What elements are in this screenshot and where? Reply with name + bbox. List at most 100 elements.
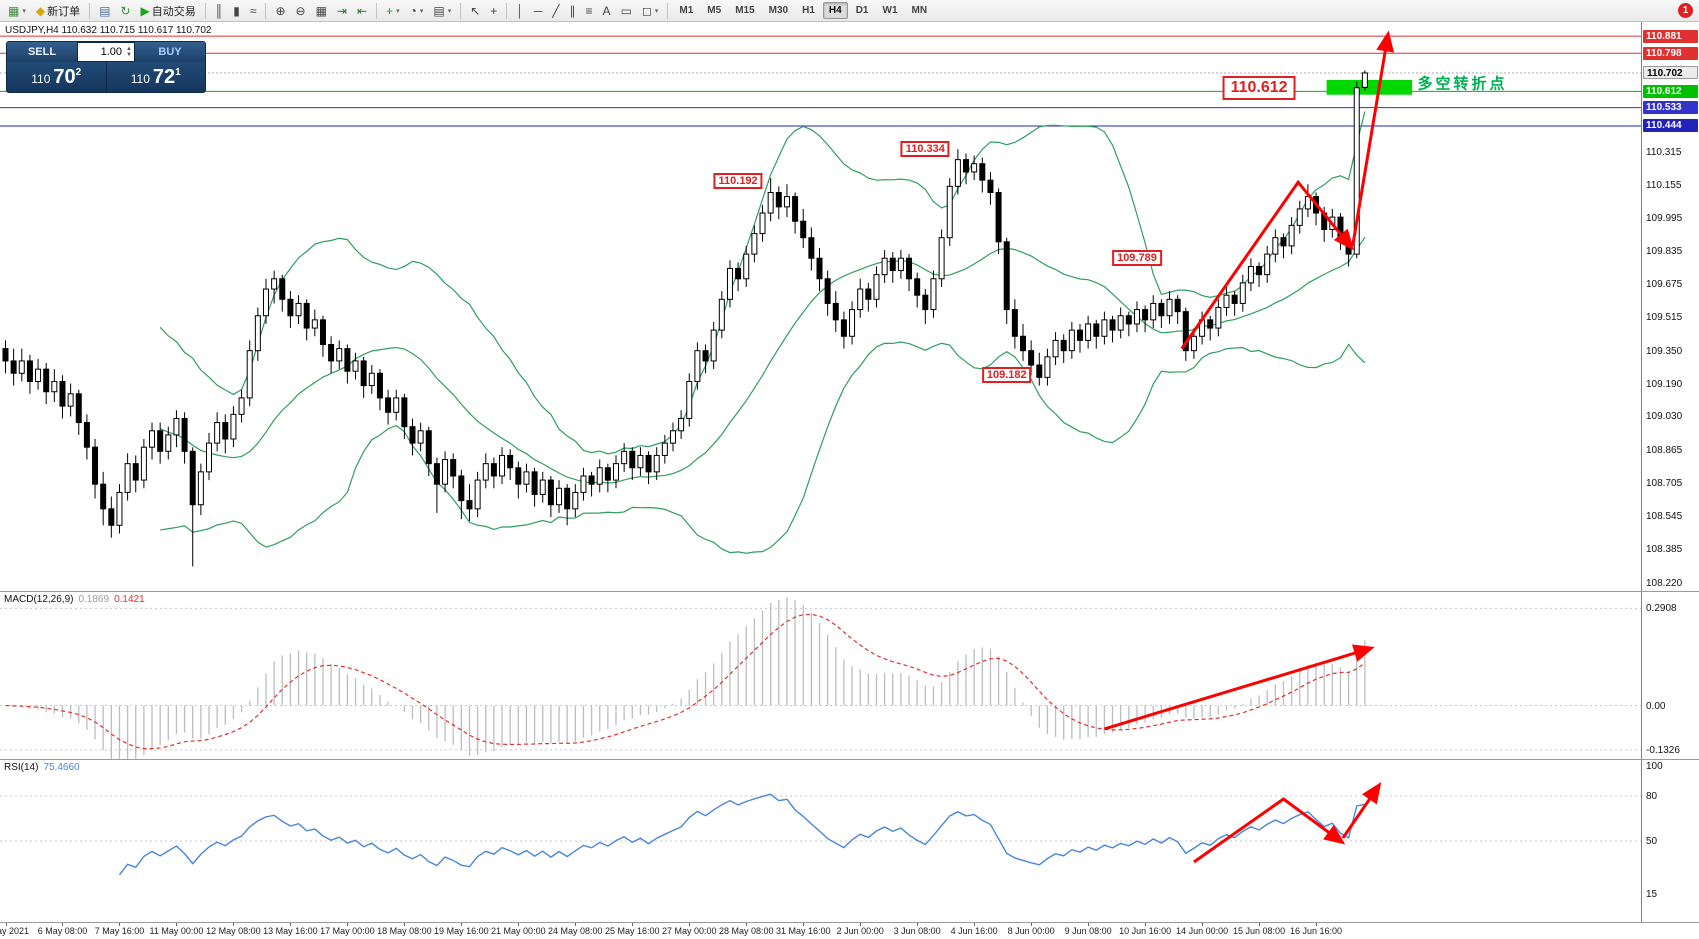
- new-order-button[interactable]: ◆ 新订单: [32, 1, 84, 20]
- time-label: 6 May 08:00: [37, 926, 88, 936]
- toolbar-separator: [667, 2, 669, 19]
- price-annotation[interactable]: 109.182: [981, 367, 1032, 384]
- horizontal-line-button[interactable]: ─: [530, 1, 547, 20]
- timeframe-mn[interactable]: MN: [911, 5, 928, 16]
- market-watch-button[interactable]: ▤: [95, 1, 114, 20]
- cursor-button[interactable]: ↖: [466, 1, 484, 20]
- arrows-button[interactable]: ◻ ▾: [638, 1, 662, 20]
- bar-chart-button[interactable]: ║: [211, 1, 228, 20]
- chevron-down-icon: ▾: [396, 7, 400, 15]
- text-label-button[interactable]: ▭: [617, 1, 636, 20]
- time-label: 21 May 00:00: [491, 926, 546, 936]
- new-order-icon: ◆: [35, 3, 46, 18]
- sell-button[interactable]: SELL: [7, 42, 77, 62]
- trendline-button[interactable]: ╱: [548, 1, 563, 20]
- time-tick: [689, 923, 691, 926]
- time-label: 27 May 00:00: [661, 926, 717, 936]
- arrows-icon: ◻: [641, 3, 652, 18]
- chevron-down-icon: ▾: [447, 7, 452, 15]
- volume-input[interactable]: [86, 46, 125, 58]
- chart-shift-icon: ⇤: [356, 3, 368, 18]
- text-label-icon: ▭: [620, 3, 632, 18]
- timeframe-h4[interactable]: H4: [822, 2, 848, 19]
- buy-button[interactable]: BUY: [135, 42, 205, 62]
- new-chart-button[interactable]: ▦ ▾: [4, 1, 30, 20]
- time-tick: [860, 923, 862, 926]
- toolbar-buttons: ▦ ▾ ◆ 新订单 ▤ ↻ ▶ 自动交易 ║ ▮ ≈ ⊕ ⊖ ▦ ⇥ ⇤ + ▾ ◔ ▾ ▤ ▾ ↖ + │ ─ ╱ ∥ ≡ A ▭ ◻ ▾: [3, 1, 663, 20]
- price-annotation[interactable]: 110.612: [1222, 75, 1296, 100]
- zoom-in-button[interactable]: ⊕: [271, 1, 289, 20]
- macd-panel[interactable]: MACD(12,26,9) 0.1869 0.1421 0.2908 0.00 -0.1…: [0, 592, 1699, 760]
- chart-shift-button[interactable]: ⇤: [353, 1, 371, 20]
- price-chart-canvas[interactable]: [0, 22, 1641, 591]
- axis-tick: 110.155: [1646, 180, 1682, 192]
- equidistant-channel-icon: ∥: [569, 3, 576, 18]
- timeframe-m5[interactable]: M5: [707, 5, 722, 16]
- volume-up-icon[interactable]: ▲: [126, 46, 132, 52]
- zoom-out-button[interactable]: ⊖: [292, 1, 310, 20]
- price-annotation[interactable]: 110.192: [713, 173, 763, 190]
- fibonacci-button[interactable]: ≡: [582, 1, 597, 20]
- price-axis[interactable]: 110.315 110.155 109.995 109.835 109.675 109.5…: [1641, 22, 1699, 591]
- crosshair-button[interactable]: +: [486, 1, 501, 20]
- time-tick: [974, 923, 976, 926]
- vertical-line-button[interactable]: │: [512, 1, 528, 20]
- timeframe-m30[interactable]: M30: [768, 5, 789, 16]
- timeframe-d1[interactable]: D1: [855, 5, 869, 16]
- line-chart-button[interactable]: ≈: [246, 1, 261, 20]
- sell-price[interactable]: 110 70 2: [7, 62, 106, 92]
- timeframe-w1[interactable]: W1: [882, 5, 898, 16]
- macd-signal-value: 0.1421: [114, 594, 145, 605]
- time-axis[interactable]: 5 May 2021 6 May 08:00 7 May 16:00 11 May 0…: [0, 923, 1699, 938]
- time-label: 3 Jun 08:00: [893, 926, 941, 936]
- equidistant-channel-button[interactable]: ∥: [566, 1, 580, 20]
- tile-windows-icon: ▦: [315, 3, 327, 18]
- time-label: 8 Jun 00:00: [1007, 926, 1055, 936]
- refresh-button[interactable]: ↻: [116, 1, 134, 20]
- autotrading-button[interactable]: ▶ 自动交易: [137, 1, 200, 20]
- macd-label: MACD(12,26,9) 0.1869 0.1421: [4, 594, 145, 605]
- time-tick: [119, 923, 121, 926]
- rsi-panel[interactable]: RSI(14) 75.4660 100 80 50 15: [0, 760, 1699, 923]
- auto-scroll-button[interactable]: ⇥: [333, 1, 351, 20]
- price-annotation[interactable]: 109.789: [1112, 250, 1162, 267]
- price-annotation[interactable]: 110.334: [900, 141, 950, 158]
- time-tick: [518, 923, 520, 926]
- volume-down-icon[interactable]: ▼: [126, 52, 132, 58]
- macd-canvas[interactable]: [0, 592, 1641, 759]
- rsi-label: RSI(14) 75.4660: [4, 762, 80, 773]
- chevron-down-icon: ▾: [654, 7, 659, 15]
- tile-windows-button[interactable]: ▦: [312, 1, 331, 20]
- templates-button[interactable]: ▤ ▾: [429, 1, 455, 20]
- time-tick: [1145, 923, 1147, 926]
- rsi-axis[interactable]: 100 80 50 15: [1641, 760, 1699, 922]
- periods-button[interactable]: ◔ ▾: [406, 1, 428, 20]
- macd-axis[interactable]: 0.2908 0.00 -0.1326: [1641, 592, 1699, 759]
- notification-badge[interactable]: 1: [1678, 3, 1693, 18]
- price-chip: 110.612: [1643, 84, 1698, 98]
- timeframe-m15[interactable]: M15: [735, 5, 755, 16]
- rsi-canvas[interactable]: [0, 760, 1641, 922]
- timeframe-m1[interactable]: M1: [679, 5, 694, 16]
- text-button[interactable]: A: [599, 1, 615, 20]
- timeframe-h1[interactable]: H1: [802, 5, 815, 16]
- toolbar-separator: [460, 2, 462, 19]
- axis-tick: -0.1326: [1646, 744, 1680, 756]
- text-annotation[interactable]: 多空转折点: [1417, 75, 1508, 93]
- buy-price[interactable]: 110 72 1: [105, 62, 206, 92]
- indicators-button[interactable]: + ▾: [382, 1, 404, 20]
- candlestick-chart-button[interactable]: ▮: [229, 1, 244, 20]
- fibonacci-icon: ≡: [585, 3, 593, 18]
- toolbar: ▦ ▾ ◆ 新订单 ▤ ↻ ▶ 自动交易 ║ ▮ ≈ ⊕ ⊖ ▦ ⇥ ⇤ + ▾ ◔ ▾ ▤ ▾ ↖ + │ ─ ╱ ∥ ≡ A ▭ ◻ ▾ M…: [0, 0, 1699, 22]
- templates-icon: ▤: [433, 3, 445, 18]
- price-chip: 110.881: [1643, 29, 1698, 43]
- vertical-line-icon: │: [516, 3, 524, 18]
- time-label: 7 May 16:00: [94, 926, 145, 936]
- new-chart-icon: ▦: [8, 3, 20, 18]
- cursor-icon: ↖: [470, 3, 481, 18]
- time-label: 15 Jun 08:00: [1233, 926, 1286, 936]
- horizontal-line-icon: ─: [533, 3, 543, 18]
- main-chart-panel[interactable]: USDJPY,H4 110.632 110.715 110.617 110.70…: [0, 22, 1699, 592]
- crosshair-icon: +: [490, 3, 498, 18]
